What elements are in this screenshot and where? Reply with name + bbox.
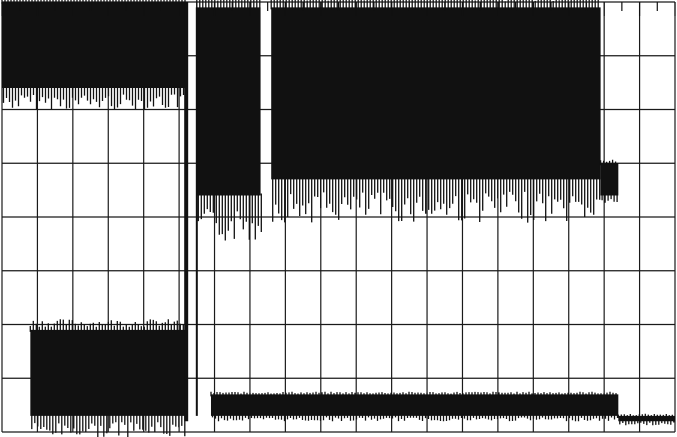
trace-1-envelope-0 <box>30 329 187 416</box>
trace-0-envelope-0 <box>2 2 187 88</box>
trace-1-spikes-1 <box>210 391 619 422</box>
trace-1-envelope-1 <box>210 394 619 416</box>
trace-1-spikes-0 <box>29 319 186 437</box>
trace-0-spikes-3 <box>599 159 618 203</box>
top-ticks <box>1 2 676 16</box>
trace-1-envelope-2 <box>618 415 675 422</box>
trace-1-spikes-2 <box>617 413 675 426</box>
trace-0-spikes-2 <box>270 0 601 223</box>
trace-0-spikes-0 <box>1 0 188 110</box>
trace-0-envelope-2 <box>271 7 601 180</box>
trace-0-envelope-1 <box>196 7 261 196</box>
trace-0-envelope-3 <box>600 163 619 196</box>
